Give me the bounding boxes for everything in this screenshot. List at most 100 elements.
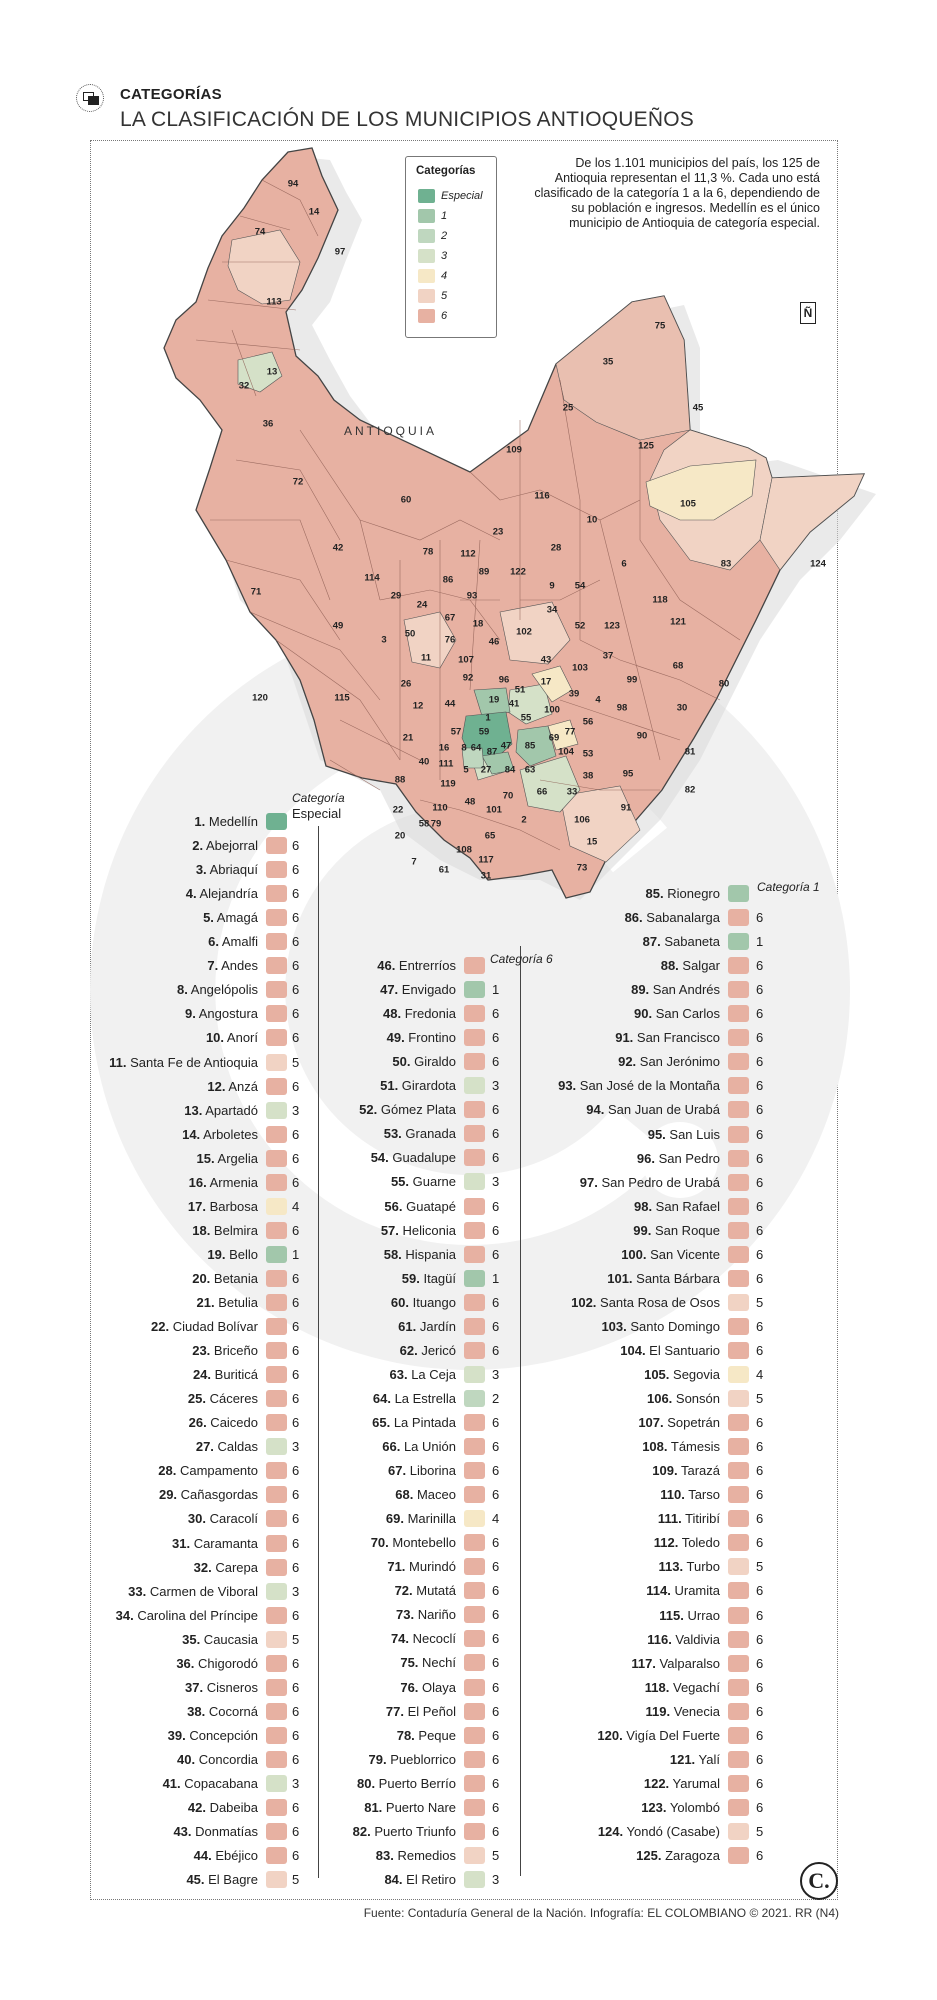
municipality-name: Barbosa <box>205 1198 258 1214</box>
category-value: 3 <box>292 1776 300 1791</box>
list-item: 106. Sonsón <box>0 1389 720 1409</box>
category-swatch-row: 6 <box>266 1173 336 1193</box>
list-item: 64. La Estrella <box>0 1389 456 1409</box>
municipality-label: 20. Betania <box>192 1271 258 1286</box>
municipality-label: 86. Sabanalarga <box>625 910 720 925</box>
list-item: 43. Donmatías <box>0 1822 258 1842</box>
map-label-23: 23 <box>492 526 504 538</box>
list-item: 40. Concordia <box>0 1750 258 1770</box>
municipality-number: 10. <box>205 1030 225 1046</box>
municipality-name: Angostura <box>195 1006 258 1022</box>
list-item: 41. Copacabana <box>0 1774 258 1794</box>
category-swatch <box>266 1510 287 1528</box>
map-label-11: 11 <box>420 652 432 664</box>
category-swatch <box>464 1413 485 1431</box>
category-swatch <box>728 1293 749 1311</box>
category-swatch <box>464 1774 485 1792</box>
category-swatch <box>266 813 287 830</box>
list-item: 123. Yolombó <box>0 1798 720 1818</box>
list-item: 2. Abejorral <box>0 836 258 856</box>
column-divider-2 <box>520 946 521 1876</box>
municipality-name: La Pintada <box>390 1414 456 1430</box>
municipality-number: 83. <box>375 1847 394 1863</box>
category-swatch <box>266 1029 287 1047</box>
map-label-122: 122 <box>510 566 526 578</box>
municipality-name: Betulia <box>214 1295 258 1310</box>
legend-swatch <box>418 309 435 323</box>
category-value: 5 <box>756 1823 764 1839</box>
municipality-number: 123. <box>641 1799 667 1815</box>
category-value: 6 <box>492 1054 500 1070</box>
category-swatch-row: 5 <box>728 1822 798 1842</box>
category-swatch-row: 6 <box>728 1125 798 1145</box>
map-label-116: 116 <box>534 490 550 502</box>
map-label-22: 22 <box>392 804 404 816</box>
category-swatch-row: 6 <box>464 1341 534 1361</box>
municipality-name: Amagá <box>213 910 258 926</box>
municipality-number: 9. <box>185 1006 196 1022</box>
category-swatch <box>464 1606 485 1624</box>
municipality-label: 59. Itagüí <box>402 1271 456 1286</box>
map-label-7: 7 <box>411 856 417 868</box>
list-item: 9. Angostura <box>0 1004 258 1024</box>
category-value: 6 <box>292 1415 300 1431</box>
list-item: 35. Caucasia <box>0 1630 258 1650</box>
municipality-label: 91. San Francisco <box>615 1030 720 1045</box>
municipality-name: Peque <box>414 1727 456 1743</box>
category-swatch <box>266 1245 287 1263</box>
map-label-98: 98 <box>616 702 628 714</box>
category-swatch-row: 1 <box>464 980 534 1000</box>
municipality-name: Santa Bárbara <box>632 1270 720 1286</box>
legend-item: 2 <box>418 229 447 244</box>
category-value: 6 <box>292 1006 300 1022</box>
municipality-name: Carmen de Viboral <box>146 1583 258 1599</box>
category-value: 6 <box>492 1631 500 1647</box>
category-swatch <box>464 1750 485 1768</box>
category-value: 6 <box>756 982 764 998</box>
municipality-name: Caramanta <box>190 1535 258 1551</box>
category-swatch <box>464 981 485 999</box>
municipality-label: 11. Santa Fe de Antioquia <box>109 1055 258 1070</box>
municipality-name: Vigía Del Fuerte <box>622 1727 720 1743</box>
list-item: 77. El Peñol <box>0 1702 456 1722</box>
municipality-label: 47. Envigado <box>380 982 456 997</box>
region-cat2-estrella <box>461 747 485 769</box>
category-swatch-row: 3 <box>464 1365 534 1385</box>
map-label-3: 3 <box>381 634 387 646</box>
list-item: 76. Olaya <box>0 1678 456 1698</box>
municipality-name: Marinilla <box>403 1511 456 1527</box>
region-cat4-segovia <box>645 459 757 521</box>
list-item: 84. El Retiro <box>0 1870 456 1890</box>
municipality-label: 50. Giraldo <box>392 1054 456 1069</box>
municipality-label: 12. Anzá <box>207 1079 258 1094</box>
category-swatch-row: 6 <box>728 980 798 1000</box>
municipality-label: 4. Alejandría <box>186 886 258 901</box>
list-item: 5. Amagá <box>0 908 258 928</box>
category-swatch <box>728 1390 749 1408</box>
list-item: 91. San Francisco <box>0 1028 720 1048</box>
category-value: 6 <box>292 1295 300 1310</box>
el-colombiano-logo-icon: C. <box>800 1862 838 1900</box>
list-item: 83. Remedios <box>0 1846 456 1866</box>
category-swatch <box>464 1269 485 1287</box>
north-arrow-icon: Ñ <box>800 302 816 324</box>
municipality-name: El Bagre <box>204 1872 258 1888</box>
municipality-name: Yarumal <box>669 1775 720 1791</box>
list-item: 62. Jericó <box>0 1341 456 1361</box>
municipality-label: 6. Amalfi <box>208 934 258 949</box>
category-swatch <box>728 1173 749 1191</box>
municipality-number: 114. <box>646 1583 671 1599</box>
municipality-name: Betania <box>210 1270 258 1286</box>
list-item: 65. La Pintada <box>0 1413 456 1433</box>
category-swatch <box>266 1871 287 1889</box>
map-label-57: 57 <box>450 726 462 738</box>
municipality-label: 110. Tarso <box>660 1487 720 1502</box>
region-cat5-turbo <box>227 229 301 305</box>
municipality-number: 37. <box>185 1679 204 1695</box>
category-swatch-row: 6 <box>464 1004 534 1024</box>
category-swatch-row: 6 <box>728 1798 798 1818</box>
municipality-name: Yondó (Casabe) <box>623 1823 720 1839</box>
map-label-103: 103 <box>572 662 588 674</box>
municipality-label: 27. Caldas <box>196 1439 258 1454</box>
municipality-name: Apartadó <box>202 1102 258 1118</box>
